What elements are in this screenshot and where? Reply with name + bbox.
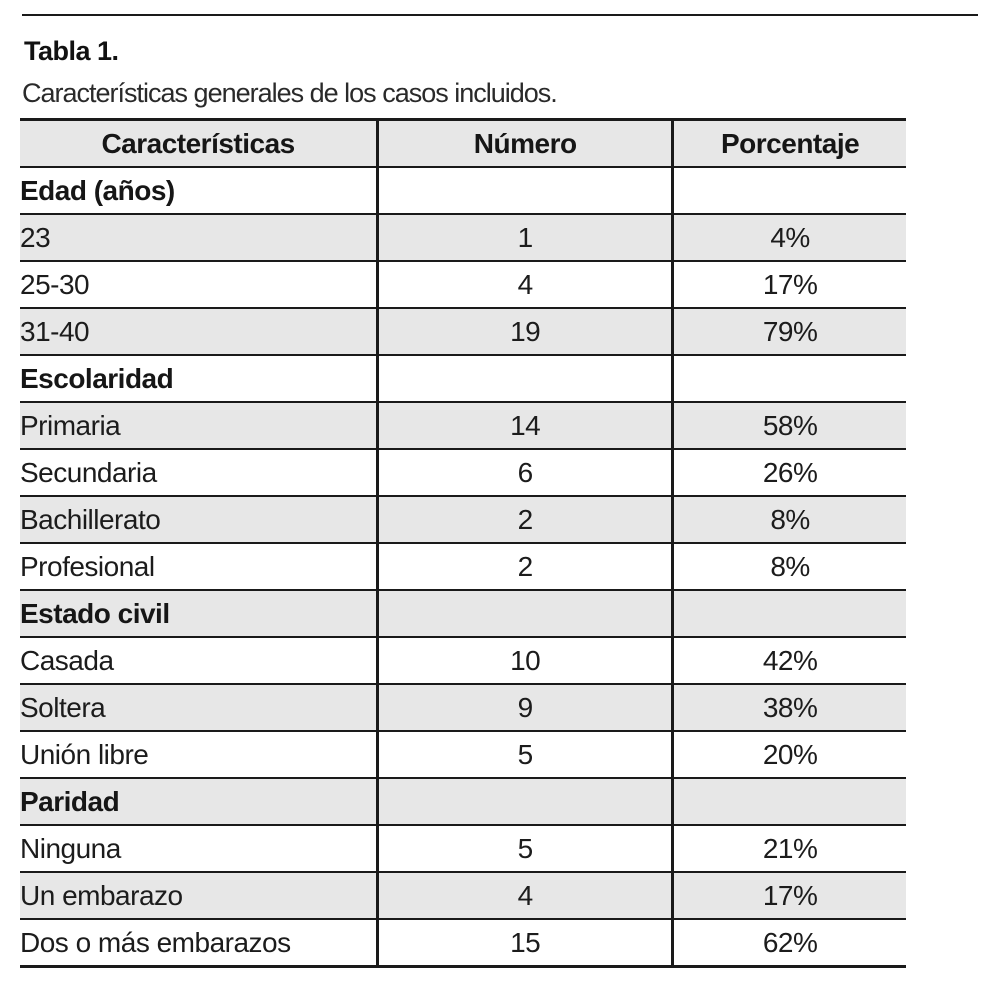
table-row: Primaria 14 58% bbox=[20, 402, 906, 450]
page: Tabla 1. Características generales de lo… bbox=[0, 14, 995, 968]
cell-numero: 4 bbox=[376, 872, 675, 920]
cell-caracteristica: Ninguna bbox=[20, 825, 378, 873]
cell-caracteristica: 31-40 bbox=[20, 308, 378, 356]
cell-porcentaje: 79% bbox=[672, 308, 906, 356]
cell-porcentaje: 21% bbox=[672, 825, 906, 873]
cell-caracteristica: 25-30 bbox=[20, 261, 378, 309]
cell-caracteristica: Profesional bbox=[20, 543, 378, 591]
section-row: Escolaridad bbox=[20, 355, 906, 403]
section-header-label: Estado civil bbox=[20, 590, 378, 638]
table-row: Dos o más embarazos 15 62% bbox=[20, 919, 906, 968]
cell-caracteristica: Bachillerato bbox=[20, 496, 378, 544]
section-header-label: Paridad bbox=[20, 778, 378, 826]
table-subtitle: Características generales de los casos i… bbox=[22, 78, 558, 108]
cell-numero: 9 bbox=[376, 684, 675, 732]
cell-numero: 5 bbox=[376, 731, 675, 779]
cell-numero: 4 bbox=[376, 261, 675, 309]
table-row: Profesional 2 8% bbox=[20, 543, 906, 591]
cell-porcentaje: 62% bbox=[672, 919, 906, 968]
cell-porcentaje: 8% bbox=[672, 496, 906, 544]
table-title: Tabla 1. bbox=[24, 36, 119, 66]
empty-cell bbox=[672, 355, 906, 403]
cell-porcentaje: 4% bbox=[672, 214, 906, 262]
table-row: Bachillerato 2 8% bbox=[20, 496, 906, 544]
cell-caracteristica: Unión libre bbox=[20, 731, 378, 779]
cell-porcentaje: 17% bbox=[672, 872, 906, 920]
header-row: Características Número Porcentaje bbox=[20, 119, 906, 168]
cell-numero: 2 bbox=[376, 496, 675, 544]
table-header: Características Número Porcentaje bbox=[20, 119, 906, 168]
cell-caracteristica: Dos o más embarazos bbox=[20, 919, 378, 968]
table-row: 31-40 19 79% bbox=[20, 308, 906, 356]
cell-porcentaje: 58% bbox=[672, 402, 906, 450]
table-row: Soltera 9 38% bbox=[20, 684, 906, 732]
empty-cell bbox=[672, 778, 906, 826]
cell-porcentaje: 20% bbox=[672, 731, 906, 779]
empty-cell bbox=[672, 590, 906, 638]
table-row: Secundaria 6 26% bbox=[20, 449, 906, 497]
cell-caracteristica: 23 bbox=[20, 214, 378, 262]
table-row: 25-30 4 17% bbox=[20, 261, 906, 309]
empty-cell bbox=[672, 167, 906, 215]
empty-cell bbox=[376, 167, 675, 215]
cell-numero: 6 bbox=[376, 449, 675, 497]
cell-porcentaje: 26% bbox=[672, 449, 906, 497]
table-row: 23 1 4% bbox=[20, 214, 906, 262]
empty-cell bbox=[376, 590, 675, 638]
column-header-numero: Número bbox=[376, 119, 675, 168]
column-header-caracteristicas: Características bbox=[20, 119, 378, 168]
cell-caracteristica: Soltera bbox=[20, 684, 378, 732]
table-row: Unión libre 5 20% bbox=[20, 731, 906, 779]
column-header-porcentaje: Porcentaje bbox=[672, 119, 906, 168]
cell-numero: 5 bbox=[376, 825, 675, 873]
characteristics-table: Características Número Porcentaje Edad (… bbox=[20, 118, 906, 968]
cell-numero: 14 bbox=[376, 402, 675, 450]
table-row: Ninguna 5 21% bbox=[20, 825, 906, 873]
cell-porcentaje: 38% bbox=[672, 684, 906, 732]
table-row: Casada 10 42% bbox=[20, 637, 906, 685]
cell-numero: 10 bbox=[376, 637, 675, 685]
cell-caracteristica: Primaria bbox=[20, 402, 378, 450]
section-row: Estado civil bbox=[20, 590, 906, 638]
cell-caracteristica: Casada bbox=[20, 637, 378, 685]
table-row: Un embarazo 4 17% bbox=[20, 872, 906, 920]
cell-caracteristica: Secundaria bbox=[20, 449, 378, 497]
cell-numero: 2 bbox=[376, 543, 675, 591]
section-row: Paridad bbox=[20, 778, 906, 826]
empty-cell bbox=[376, 355, 675, 403]
table-body: Edad (años) 23 1 4% 25-30 4 17% 31-40 19 79% Escol… bbox=[20, 167, 906, 968]
section-header-label: Edad (años) bbox=[20, 167, 378, 215]
cell-numero: 1 bbox=[376, 214, 675, 262]
top-divider bbox=[22, 14, 978, 16]
cell-porcentaje: 17% bbox=[672, 261, 906, 309]
cell-porcentaje: 42% bbox=[672, 637, 906, 685]
section-header-label: Escolaridad bbox=[20, 355, 378, 403]
section-row: Edad (años) bbox=[20, 167, 906, 215]
empty-cell bbox=[376, 778, 675, 826]
cell-numero: 19 bbox=[376, 308, 675, 356]
cell-caracteristica: Un embarazo bbox=[20, 872, 378, 920]
cell-numero: 15 bbox=[376, 919, 675, 968]
cell-porcentaje: 8% bbox=[672, 543, 906, 591]
